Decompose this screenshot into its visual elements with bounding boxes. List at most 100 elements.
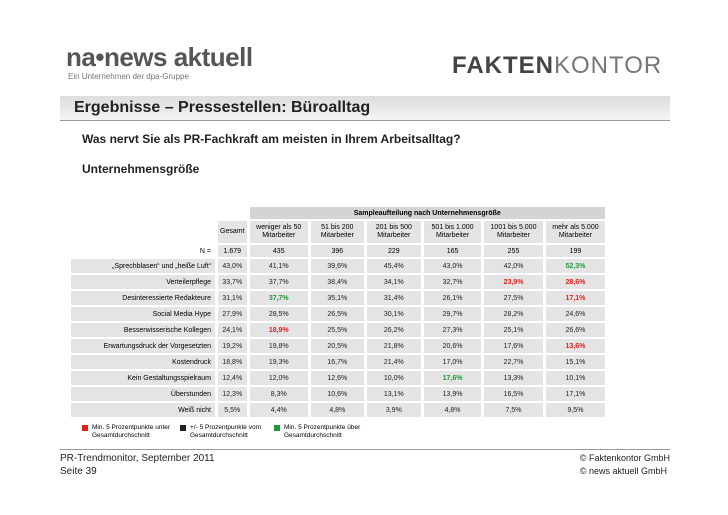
n-row: N = 1.679 435 396 229 165 255 199	[71, 245, 605, 257]
legend-label: Min. 5 Prozentpunkte unter Gesamtdurchsc…	[92, 424, 171, 439]
cell: 43,0%	[424, 259, 482, 273]
group-header-row: Sampleaufteilung nach Unternehmensgröße	[71, 207, 605, 219]
n-label: N =	[71, 245, 215, 257]
column-header: 501 bis 1.000 Mitarbeiter	[424, 221, 482, 243]
blank	[218, 207, 247, 219]
column-header: 51 bis 200 Mitarbeiter	[310, 221, 364, 243]
data-row: Kostendruck 18,8% 19,3% 16,7% 21,4% 17,0% 22,7…	[71, 355, 605, 369]
cell: 27,9%	[218, 307, 247, 321]
data-row: Erwartungsdruck der Vorgesetzten 19,2% 19,…	[71, 339, 605, 353]
column-header: mehr als 5.000 Mitarbeiter	[545, 221, 605, 243]
legend-swatch	[82, 425, 88, 431]
column-header-row: Gesamt weniger als 50 Mitarbeiter 51 bis 2…	[71, 221, 605, 243]
cell: 37,7%	[249, 275, 308, 289]
title-bar	[60, 96, 670, 121]
row-label: Verteilerpflege	[71, 275, 215, 289]
cell: 45,4%	[366, 259, 422, 273]
row-label: Überstunden	[71, 387, 215, 401]
data-row: Kein Gestaltungsspielraum 12,4% 12,0% 12,6%…	[71, 371, 605, 385]
n-value: 229	[366, 245, 422, 257]
cell: 19,8%	[249, 339, 308, 353]
cell: 26,2%	[366, 323, 422, 337]
cell: 19,3%	[249, 355, 308, 369]
n-value: 199	[545, 245, 605, 257]
group-header: Sampleaufteilung nach Unternehmensgröße	[249, 207, 605, 219]
cell: 28,6%	[545, 275, 605, 289]
copyright: © Faktenkontor GmbH	[579, 453, 670, 463]
cell: 12,0%	[249, 371, 308, 385]
legend-item: +/- 5 Prozentpunkte vom Gesamtdurchschni…	[180, 424, 280, 440]
cell: 27,3%	[424, 323, 482, 337]
cell: 32,7%	[424, 275, 482, 289]
cell: 4,8%	[424, 403, 482, 417]
data-row: Überstunden 12,3% 8,3% 10,6% 13,1% 13,9% 16,5%…	[71, 387, 605, 401]
cell: 25,5%	[310, 323, 364, 337]
cell: 28,5%	[249, 307, 308, 321]
logo-left: na•news aktuell	[66, 42, 253, 72]
row-label: Kein Gestaltungsspielraum	[71, 371, 215, 385]
cell: 38,4%	[310, 275, 364, 289]
row-label: Weiß nicht	[71, 403, 215, 417]
cell: 31,1%	[218, 291, 247, 305]
cell: 4,8%	[310, 403, 364, 417]
cell: 31,4%	[366, 291, 422, 305]
cell: 17,0%	[424, 355, 482, 369]
logo-right-bold: FAKTEN	[452, 52, 554, 79]
cell: 12,3%	[218, 387, 247, 401]
copyright: © news aktuell GmbH	[579, 466, 667, 476]
source: PR-Trendmonitor, September 2011	[60, 453, 215, 464]
cell: 26,6%	[545, 323, 605, 337]
blank	[71, 221, 215, 243]
cell: 25,1%	[484, 323, 543, 337]
cell: 16,5%	[484, 387, 543, 401]
logo-right: FAKTENKONTOR	[452, 52, 662, 80]
cell: 10,0%	[366, 371, 422, 385]
cell: 37,7%	[249, 291, 308, 305]
cell: 12,6%	[310, 371, 364, 385]
results-table: Sampleaufteilung nach Unternehmensgröße G…	[68, 205, 608, 419]
cell: 13,1%	[366, 387, 422, 401]
cell: 17,1%	[545, 387, 605, 401]
cell: 17,6%	[484, 339, 543, 353]
cell: 52,3%	[545, 259, 605, 273]
n-value: 165	[424, 245, 482, 257]
cell: 8,3%	[249, 387, 308, 401]
n-value: 255	[484, 245, 543, 257]
cell: 4,4%	[249, 403, 308, 417]
cell: 23,9%	[484, 275, 543, 289]
cell: 13,3%	[484, 371, 543, 385]
cell: 26,1%	[424, 291, 482, 305]
cell: 17,6%	[424, 371, 482, 385]
cell: 30,1%	[366, 307, 422, 321]
cell: 16,7%	[310, 355, 364, 369]
cell: 42,0%	[484, 259, 543, 273]
cell: 12,4%	[218, 371, 247, 385]
data-row: Weiß nicht 5,5% 4,4% 4,8% 3,9% 4,8% 7,5% 9,5%	[71, 403, 605, 417]
legend-label: Min. 5 Prozentpunkte über Gesamtdurchsch…	[284, 424, 361, 439]
logo-right-light: KONTOR	[554, 52, 663, 79]
blank	[71, 207, 215, 219]
row-label: Social Media Hype	[71, 307, 215, 321]
row-label: Erwartungsdruck der Vorgesetzten	[71, 339, 215, 353]
data-row: Verteilerpflege 33,7% 37,7% 38,4% 34,1% 32,7%…	[71, 275, 605, 289]
column-header: 201 bis 500 Mitarbeiter	[366, 221, 422, 243]
cell: 33,7%	[218, 275, 247, 289]
cell: 35,1%	[310, 291, 364, 305]
cell: 24,1%	[218, 323, 247, 337]
cell: 21,4%	[366, 355, 422, 369]
cell: 5,5%	[218, 403, 247, 417]
row-label: Kostendruck	[71, 355, 215, 369]
column-header: weniger als 50 Mitarbeiter	[249, 221, 308, 243]
n-value: 435	[249, 245, 308, 257]
cell: 22,7%	[484, 355, 543, 369]
cell: 26,5%	[310, 307, 364, 321]
cell: 7,5%	[484, 403, 543, 417]
cell: 34,1%	[366, 275, 422, 289]
page-number: Seite 39	[60, 466, 97, 477]
title: Ergebnisse – Pressestellen: Büroalltag	[74, 99, 371, 116]
footer-right: © Faktenkontor GmbH © news aktuell GmbH	[580, 452, 670, 478]
cell: 18,8%	[218, 355, 247, 369]
legend-label: +/- 5 Prozentpunkte vom Gesamtdurchschni…	[190, 424, 261, 439]
cell: 3,9%	[366, 403, 422, 417]
data-row: Besserwisserische Kollegen 24,1% 18,9% 25,5…	[71, 323, 605, 337]
